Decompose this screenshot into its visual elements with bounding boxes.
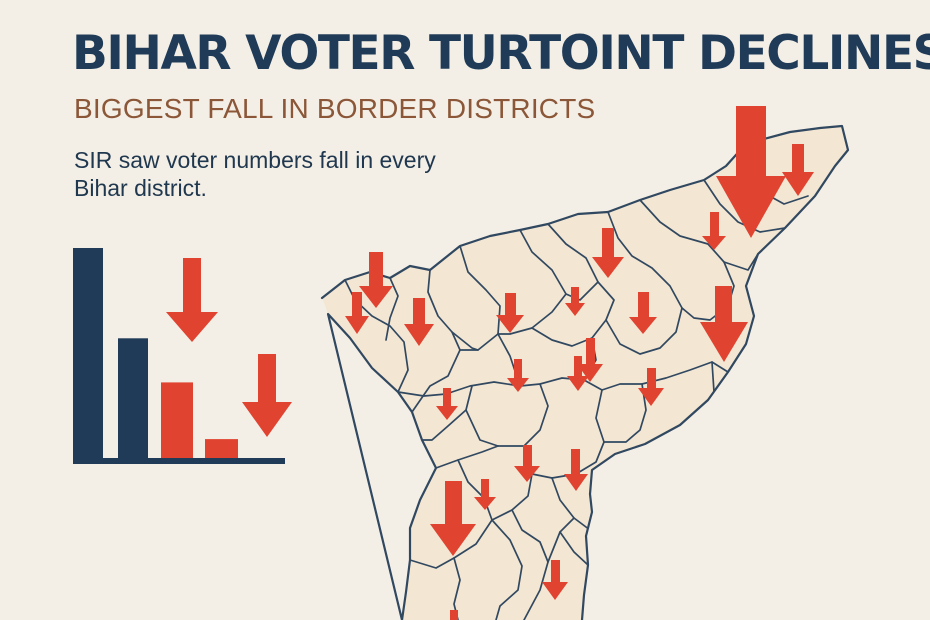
down-arrow-icon <box>242 354 292 437</box>
district-boundaries <box>344 145 809 620</box>
down-arrow-icon <box>700 286 748 362</box>
down-arrow-icon <box>404 298 434 346</box>
map-arrows <box>345 106 814 620</box>
down-arrow-icon <box>716 106 786 238</box>
down-arrow-icon <box>702 212 726 250</box>
down-arrow-icon <box>638 368 664 406</box>
down-arrow-icon <box>474 479 496 510</box>
down-arrow-icon <box>542 560 568 600</box>
down-arrow-icon <box>577 338 603 382</box>
down-arrow-icon <box>436 388 458 420</box>
down-arrow-icon <box>782 144 814 196</box>
subheadline: BIGGEST FALL IN BORDER DISTRICTS <box>74 93 596 124</box>
x-axis-line <box>73 458 285 464</box>
down-arrow-icon <box>507 359 529 392</box>
chart-bar <box>118 338 148 458</box>
chart-bars <box>73 248 238 458</box>
chart-bar <box>161 382 193 458</box>
chart-bar <box>73 248 103 458</box>
map-outline <box>320 124 850 620</box>
chart-axis <box>73 458 285 464</box>
down-arrow-icon <box>359 252 393 308</box>
chart-decline-arrows <box>166 258 292 437</box>
description-text: SIR saw voter numbers fall in every Biha… <box>74 147 436 201</box>
down-arrow-icon <box>450 610 458 620</box>
down-arrow-icon <box>592 228 624 278</box>
down-arrow-icon <box>567 356 589 391</box>
chart-bar <box>205 439 238 458</box>
down-arrow-icon <box>166 258 218 342</box>
down-arrow-icon <box>565 287 585 316</box>
headline: BIHAR VOTER TURTOINT DECLINES <box>72 26 930 81</box>
down-arrow-icon <box>514 445 540 482</box>
mini-bar-chart <box>73 248 292 464</box>
down-arrow-icon <box>345 292 369 334</box>
down-arrow-icon <box>496 293 524 333</box>
down-arrow-icon <box>430 481 476 556</box>
down-arrow-icon <box>564 449 588 491</box>
down-arrow-icon <box>629 292 657 334</box>
